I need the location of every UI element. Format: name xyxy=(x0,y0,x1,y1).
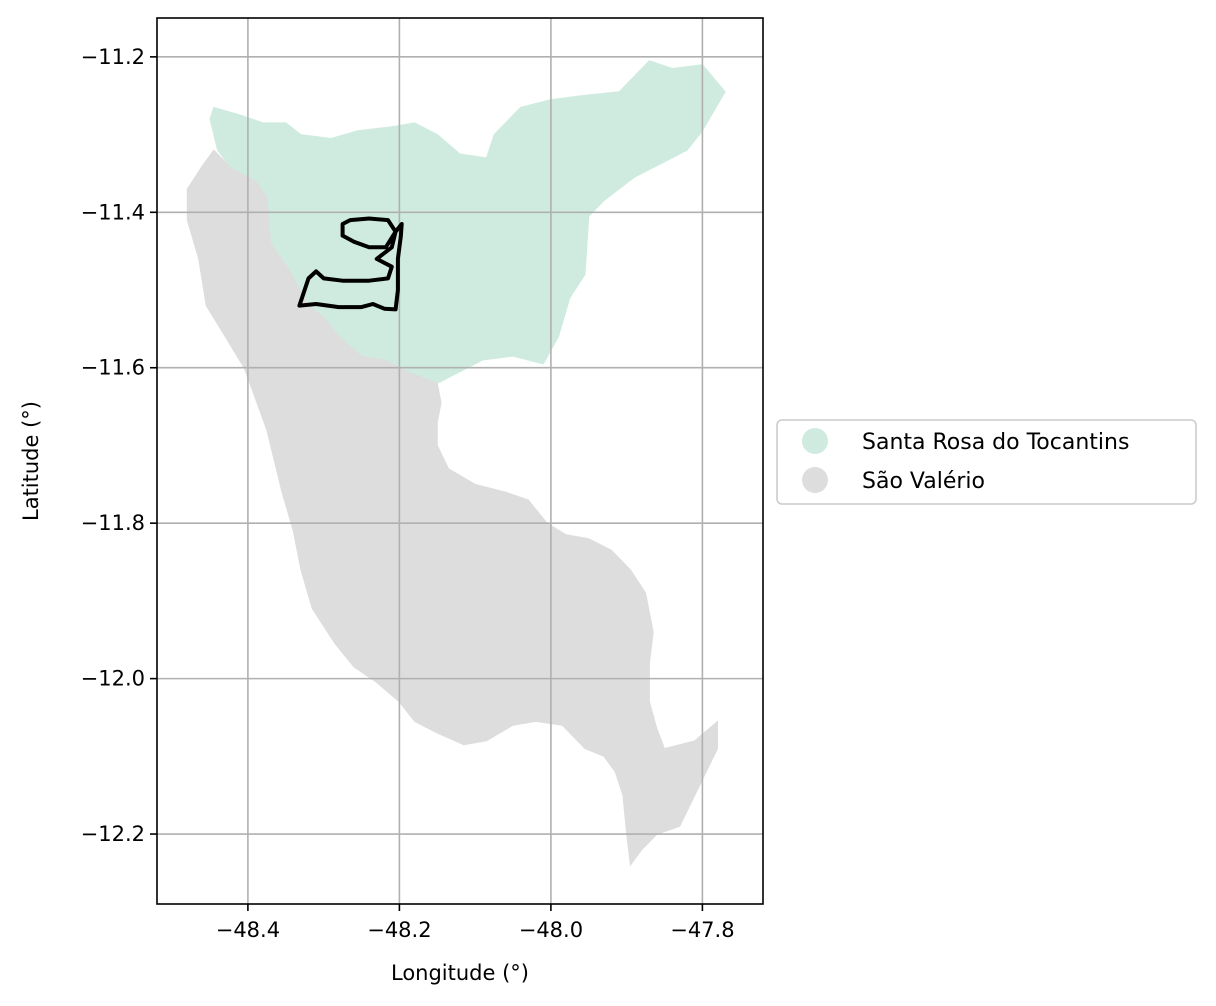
y-tick-label: −12.0 xyxy=(81,667,145,691)
y-tick-label: −11.4 xyxy=(81,200,145,224)
x-tick-label: −47.8 xyxy=(670,918,734,942)
x-tick-label: −48.2 xyxy=(367,918,431,942)
grid-layer xyxy=(157,18,763,904)
x-tick-label: −48.4 xyxy=(216,918,280,942)
route-layer xyxy=(297,216,404,312)
legend-marker xyxy=(802,428,828,454)
x-axis-label: Longitude (°) xyxy=(391,961,529,985)
x-tick-label: −48.0 xyxy=(519,918,583,942)
plot-frame xyxy=(156,17,764,905)
y-tick-label: −11.8 xyxy=(81,511,145,535)
y-tick-label: −12.2 xyxy=(81,822,145,846)
tick-layer: −48.4 −48.2 −48.0 −47.8 −11.2 −11.4 −11.6 −11.8… xyxy=(81,45,735,942)
y-tick-label: −11.2 xyxy=(81,45,145,69)
route-line xyxy=(297,216,404,312)
legend-label: São Valério xyxy=(862,469,985,494)
y-tick-label: −11.6 xyxy=(81,356,145,380)
legend-box xyxy=(776,419,1197,505)
y-axis-label: Latitude (°) xyxy=(19,401,43,521)
region-layer xyxy=(186,60,726,867)
legend: Santa Rosa do Tocantins São Valério xyxy=(776,419,1197,505)
region-s-o-val-rio xyxy=(186,149,718,867)
legend-marker xyxy=(802,467,828,493)
legend-label: Santa Rosa do Tocantins xyxy=(862,430,1129,455)
